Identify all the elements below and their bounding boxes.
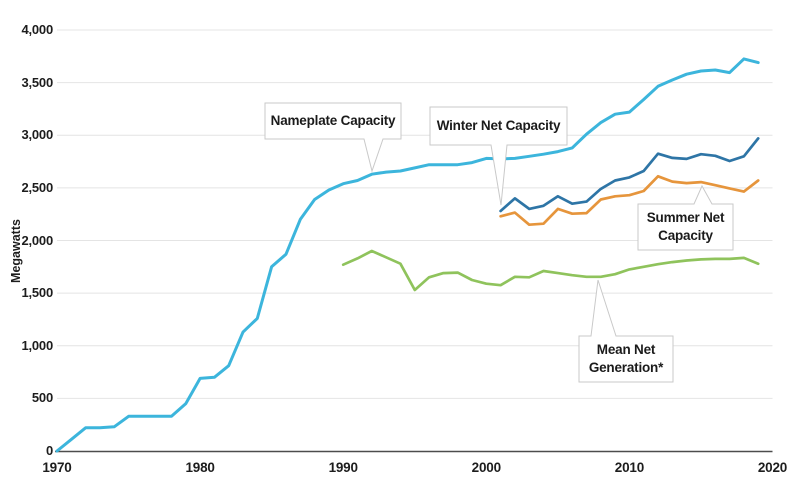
y-axis-title: Megawatts [9,219,23,283]
x-axis-tick-2010: 2010 [614,460,644,475]
y-axis-tick-3500: 3,500 [21,74,53,90]
y-axis-tick-2500: 2,500 [21,179,53,195]
summer-net-capacity-line [499,174,760,227]
callout-winter-bubble [429,106,568,206]
x-axis-tick-2000: 2000 [471,460,501,475]
y-axis-tick-500: 500 [31,390,53,406]
x-axis-tick-1980: 1980 [185,460,215,475]
mean-net-generation-line [341,249,760,292]
winter-net-capacity-line [499,137,760,213]
y-axis-tick-0: 0 [45,443,53,458]
callout-mean-bubble [578,279,674,383]
y-axis-tick-3000: 3,000 [21,127,53,143]
x-axis-tick-2020: 2020 [757,460,788,475]
y-axis-tick-2000: 2,000 [21,232,53,248]
x-axis-tick-1990: 1990 [328,460,358,475]
callout-nameplate-bubble [264,102,402,173]
callout-summer-bubble [637,184,734,251]
x-axis-tick-1970: 1970 [42,460,72,475]
y-axis-tick-4000: 4,000 [21,22,53,37]
y-axis-tick-1500: 1,500 [21,285,53,301]
nameplate-capacity-line [55,57,760,453]
y-axis-tick-1000: 1,000 [21,337,53,353]
